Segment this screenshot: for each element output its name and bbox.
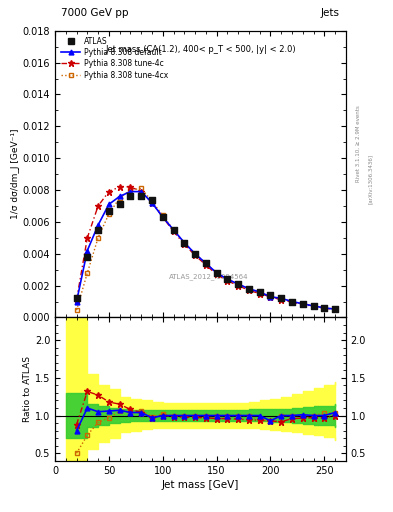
Point [84, 253, 90, 261]
Point [181, 239, 187, 247]
Y-axis label: Ratio to ATLAS: Ratio to ATLAS [23, 356, 32, 422]
Point [321, 304, 327, 312]
Point [116, 200, 123, 208]
Point [149, 196, 155, 204]
Point [192, 250, 198, 258]
Point [310, 302, 317, 310]
Point [127, 193, 134, 201]
Point [95, 226, 101, 234]
Text: [arXiv:1306.3436]: [arXiv:1306.3436] [367, 154, 373, 204]
Point [170, 226, 176, 234]
Point [332, 305, 338, 313]
Text: Jet mass (CA(1.2), 400< p_T < 500, |y| < 2.0): Jet mass (CA(1.2), 400< p_T < 500, |y| <… [105, 45, 296, 54]
Text: 7000 GeV pp: 7000 GeV pp [61, 8, 129, 18]
Point [246, 285, 252, 293]
X-axis label: Jet mass [GeV]: Jet mass [GeV] [162, 480, 239, 490]
Text: ATLAS_2012_I1094564: ATLAS_2012_I1094564 [169, 273, 249, 280]
Point [289, 297, 295, 306]
Point [73, 293, 80, 302]
Point [235, 280, 241, 288]
Legend: ATLAS, Pythia 8.308 default, Pythia 8.308 tune-4c, Pythia 8.308 tune-4cx: ATLAS, Pythia 8.308 default, Pythia 8.30… [59, 34, 171, 82]
Point [299, 300, 306, 308]
Point [160, 213, 166, 221]
Y-axis label: 1/σ dσ/dm_J [GeV⁻¹]: 1/σ dσ/dm_J [GeV⁻¹] [11, 129, 20, 219]
Point [106, 207, 112, 215]
Point [257, 288, 263, 296]
Point [138, 193, 144, 201]
Point [203, 259, 209, 267]
Point [278, 294, 285, 303]
Text: Jets: Jets [321, 8, 340, 18]
Point [213, 269, 220, 277]
Point [267, 291, 274, 299]
Text: Rivet 3.1.10, ≥ 2.9M events: Rivet 3.1.10, ≥ 2.9M events [356, 105, 361, 182]
Point [224, 275, 231, 283]
